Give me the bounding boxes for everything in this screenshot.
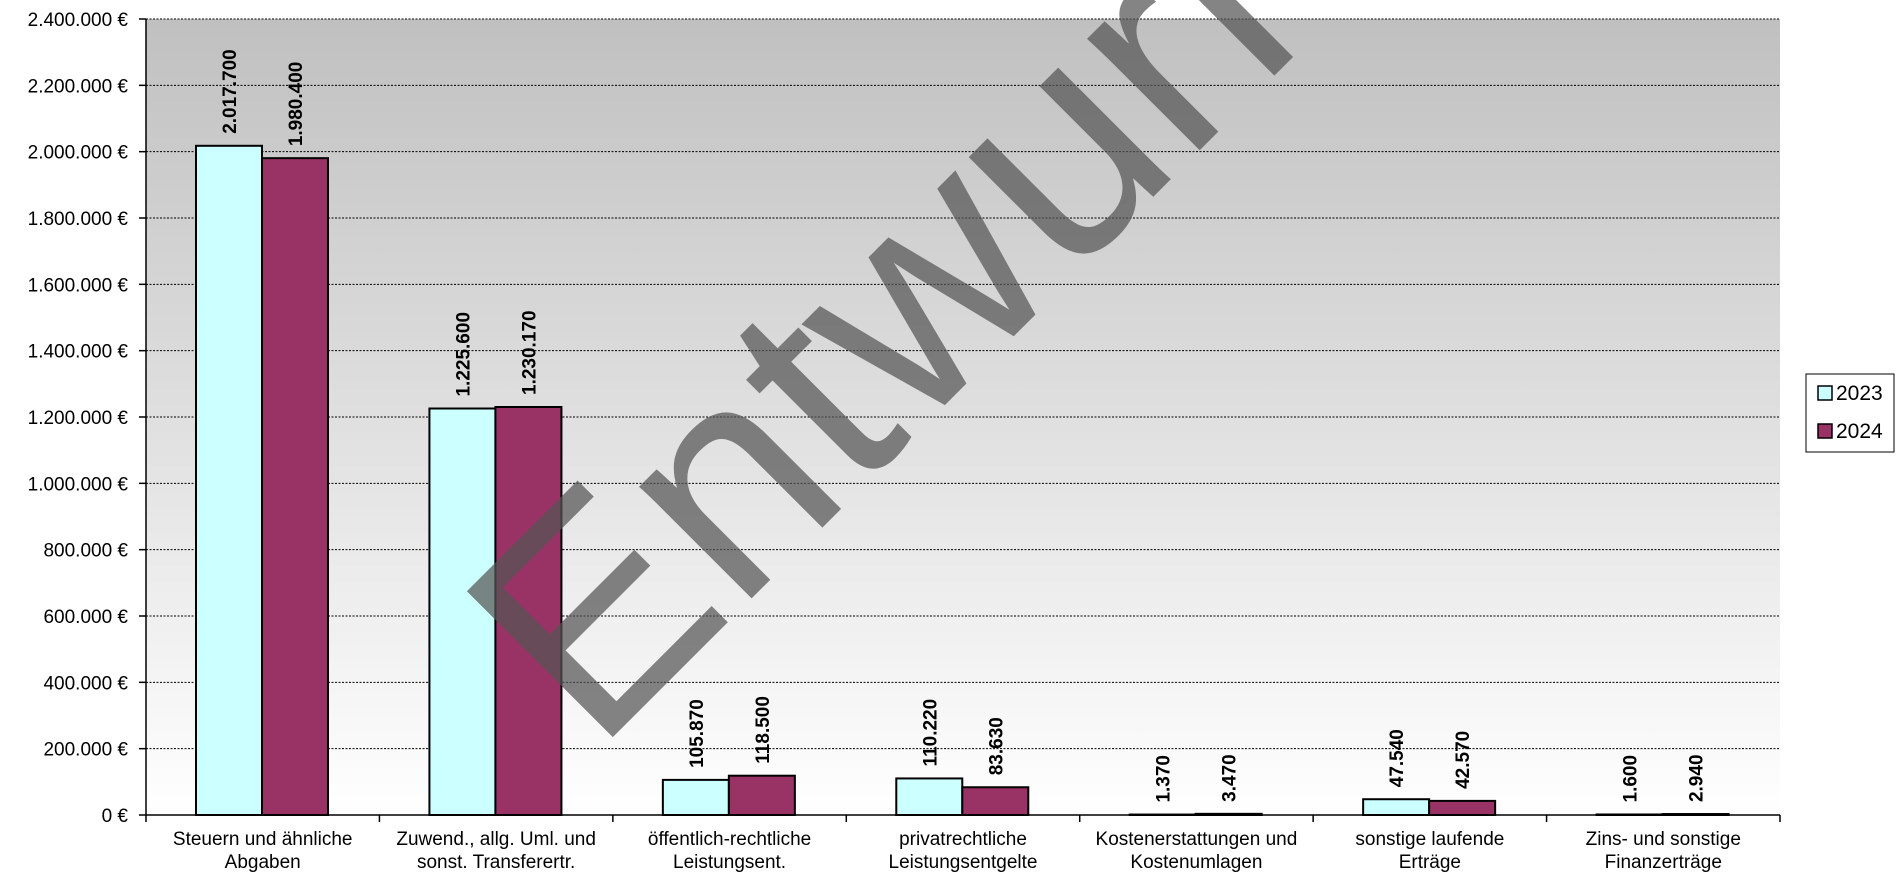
data-label: 2.017.700 xyxy=(220,49,241,134)
bar-2024 xyxy=(262,158,328,815)
data-label: 2.940 xyxy=(1687,754,1708,802)
bar-2024 xyxy=(1429,801,1495,815)
data-label: 1.230.170 xyxy=(519,310,540,395)
data-label: 3.470 xyxy=(1220,754,1241,802)
y-tick-label: 1.200.000 € xyxy=(28,408,129,429)
y-tick-label: 1.600.000 € xyxy=(28,275,129,296)
data-label: 1.370 xyxy=(1154,755,1175,803)
data-label: 47.540 xyxy=(1387,729,1408,787)
bar-2023 xyxy=(663,780,729,815)
bar-2023 xyxy=(196,146,262,815)
y-tick-label: 2.200.000 € xyxy=(28,76,129,97)
legend-label-2024: 2024 xyxy=(1836,420,1883,443)
data-label: 83.630 xyxy=(986,717,1007,775)
bar-2024 xyxy=(962,787,1028,815)
y-tick-label: 2.000.000 € xyxy=(28,143,129,164)
y-tick-label: 800.000 € xyxy=(43,541,128,562)
legend-label-2023: 2023 xyxy=(1836,382,1883,405)
data-label: 1.980.400 xyxy=(286,62,307,147)
bar-2023 xyxy=(1363,799,1429,815)
legend: 2023 2024 xyxy=(1806,374,1894,452)
bar-2024 xyxy=(729,776,795,815)
y-tick-label: 400.000 € xyxy=(43,673,128,694)
data-label: 1.225.600 xyxy=(453,312,474,397)
bar-2023 xyxy=(896,778,962,815)
y-tick-label: 600.000 € xyxy=(43,607,128,628)
legend-swatch-2023 xyxy=(1818,386,1832,400)
data-label: 118.500 xyxy=(753,696,774,764)
data-label: 42.570 xyxy=(1453,731,1474,789)
data-label: 1.600 xyxy=(1621,755,1642,803)
y-tick-label: 0 € xyxy=(102,806,129,827)
y-tick-label: 1.000.000 € xyxy=(28,474,129,495)
y-tick-label: 2.400.000 € xyxy=(28,10,129,31)
legend-swatch-2024 xyxy=(1818,424,1832,438)
y-tick-label: 200.000 € xyxy=(43,740,128,761)
y-tick-label: 1.800.000 € xyxy=(28,209,129,230)
data-label: 110.220 xyxy=(920,699,941,767)
y-tick-label: 1.400.000 € xyxy=(28,342,129,363)
